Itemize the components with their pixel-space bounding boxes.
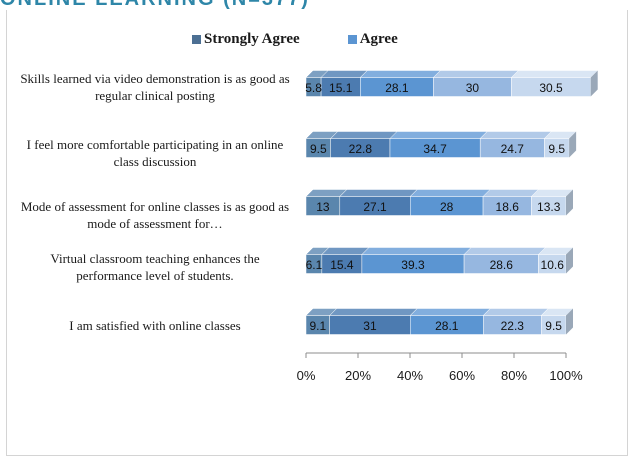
data-label: 5.8 bbox=[305, 81, 322, 95]
legend-swatch-agree bbox=[347, 34, 357, 44]
legend-label-agree: Agree bbox=[359, 30, 398, 47]
slide-header: ONLINE LEARNING (N=377) bbox=[0, 0, 629, 10]
data-label: 15.4 bbox=[330, 258, 354, 272]
x-tick-label: 20% bbox=[345, 368, 371, 383]
data-label: 24.7 bbox=[501, 142, 525, 156]
bar-top-agree bbox=[330, 131, 398, 139]
bar-side bbox=[569, 131, 577, 158]
bar-side bbox=[566, 308, 573, 335]
bar-top-series-4 bbox=[432, 70, 520, 78]
data-label: 22.8 bbox=[349, 142, 373, 156]
legend-item-agree: Agree bbox=[347, 30, 398, 48]
x-tick-label: 100% bbox=[549, 368, 583, 383]
bar-top-series-4 bbox=[479, 131, 553, 139]
category-label: I feel more comfortable participating in… bbox=[26, 137, 284, 169]
data-label: 9.5 bbox=[548, 142, 565, 156]
legend-item-strongly-agree: Strongly Agree bbox=[192, 31, 300, 48]
data-label: 30 bbox=[466, 81, 480, 95]
bar-top-agree bbox=[320, 70, 368, 78]
data-label: 34.7 bbox=[423, 142, 447, 156]
data-label: 9.5 bbox=[310, 142, 327, 156]
category-label: Skills learned via video demonstration i… bbox=[20, 71, 290, 103]
x-tick-label: 60% bbox=[449, 368, 475, 383]
bar-top-series-3 bbox=[409, 308, 491, 316]
bar-top-series-5 bbox=[530, 189, 574, 197]
data-label: 28.6 bbox=[490, 258, 514, 272]
chart-legend: Strongly Agree Agree bbox=[192, 30, 398, 48]
legend-label-strongly-agree: Strongly Agree bbox=[204, 30, 300, 47]
bar-top-agree bbox=[329, 308, 418, 316]
data-label: 13.3 bbox=[537, 200, 561, 214]
data-label: 10.6 bbox=[541, 258, 565, 272]
bar-top-series-4 bbox=[482, 189, 540, 197]
data-label: 31 bbox=[363, 319, 377, 333]
data-label: 30.5 bbox=[539, 81, 563, 95]
data-label: 15.1 bbox=[329, 81, 353, 95]
data-label: 27.1 bbox=[363, 200, 387, 214]
data-label: 28.1 bbox=[385, 81, 409, 95]
bar-top-agree bbox=[339, 189, 418, 197]
category-label: Mode of assessment for online classes is… bbox=[20, 199, 290, 231]
x-tick-label: 40% bbox=[397, 368, 423, 383]
legend-swatch-strongly-agree bbox=[192, 34, 201, 44]
bar-top-series-3 bbox=[361, 247, 472, 255]
data-label: 28 bbox=[440, 200, 454, 214]
data-label: 22.3 bbox=[501, 319, 525, 333]
data-label: 18.6 bbox=[496, 200, 520, 214]
slide-title: ONLINE LEARNING (N=377) bbox=[0, 0, 310, 10]
bar-top-series-5 bbox=[510, 70, 599, 78]
x-tick-label: 0% bbox=[297, 368, 316, 383]
data-label: 39.3 bbox=[401, 258, 425, 272]
data-label: 28.1 bbox=[435, 319, 459, 333]
bar-top-series-3 bbox=[359, 70, 442, 78]
bar-top-series-4 bbox=[463, 247, 547, 255]
bar-side bbox=[566, 189, 573, 216]
category-label: Virtual classroom teaching enhances the … bbox=[50, 251, 260, 283]
bar-top-series-3 bbox=[389, 131, 488, 139]
data-label: 9.5 bbox=[545, 319, 562, 333]
data-label: 13 bbox=[316, 200, 330, 214]
bar-side bbox=[566, 247, 573, 274]
category-label: I am satisfied with online classes bbox=[69, 318, 241, 333]
bar-top-agree bbox=[321, 247, 370, 255]
bar-top-series-3 bbox=[409, 189, 491, 197]
x-tick-label: 80% bbox=[501, 368, 527, 383]
bar-top-series-4 bbox=[482, 308, 549, 316]
data-label: 9.1 bbox=[309, 319, 326, 333]
bar-side bbox=[590, 70, 598, 97]
data-label: 6.1 bbox=[306, 258, 323, 272]
